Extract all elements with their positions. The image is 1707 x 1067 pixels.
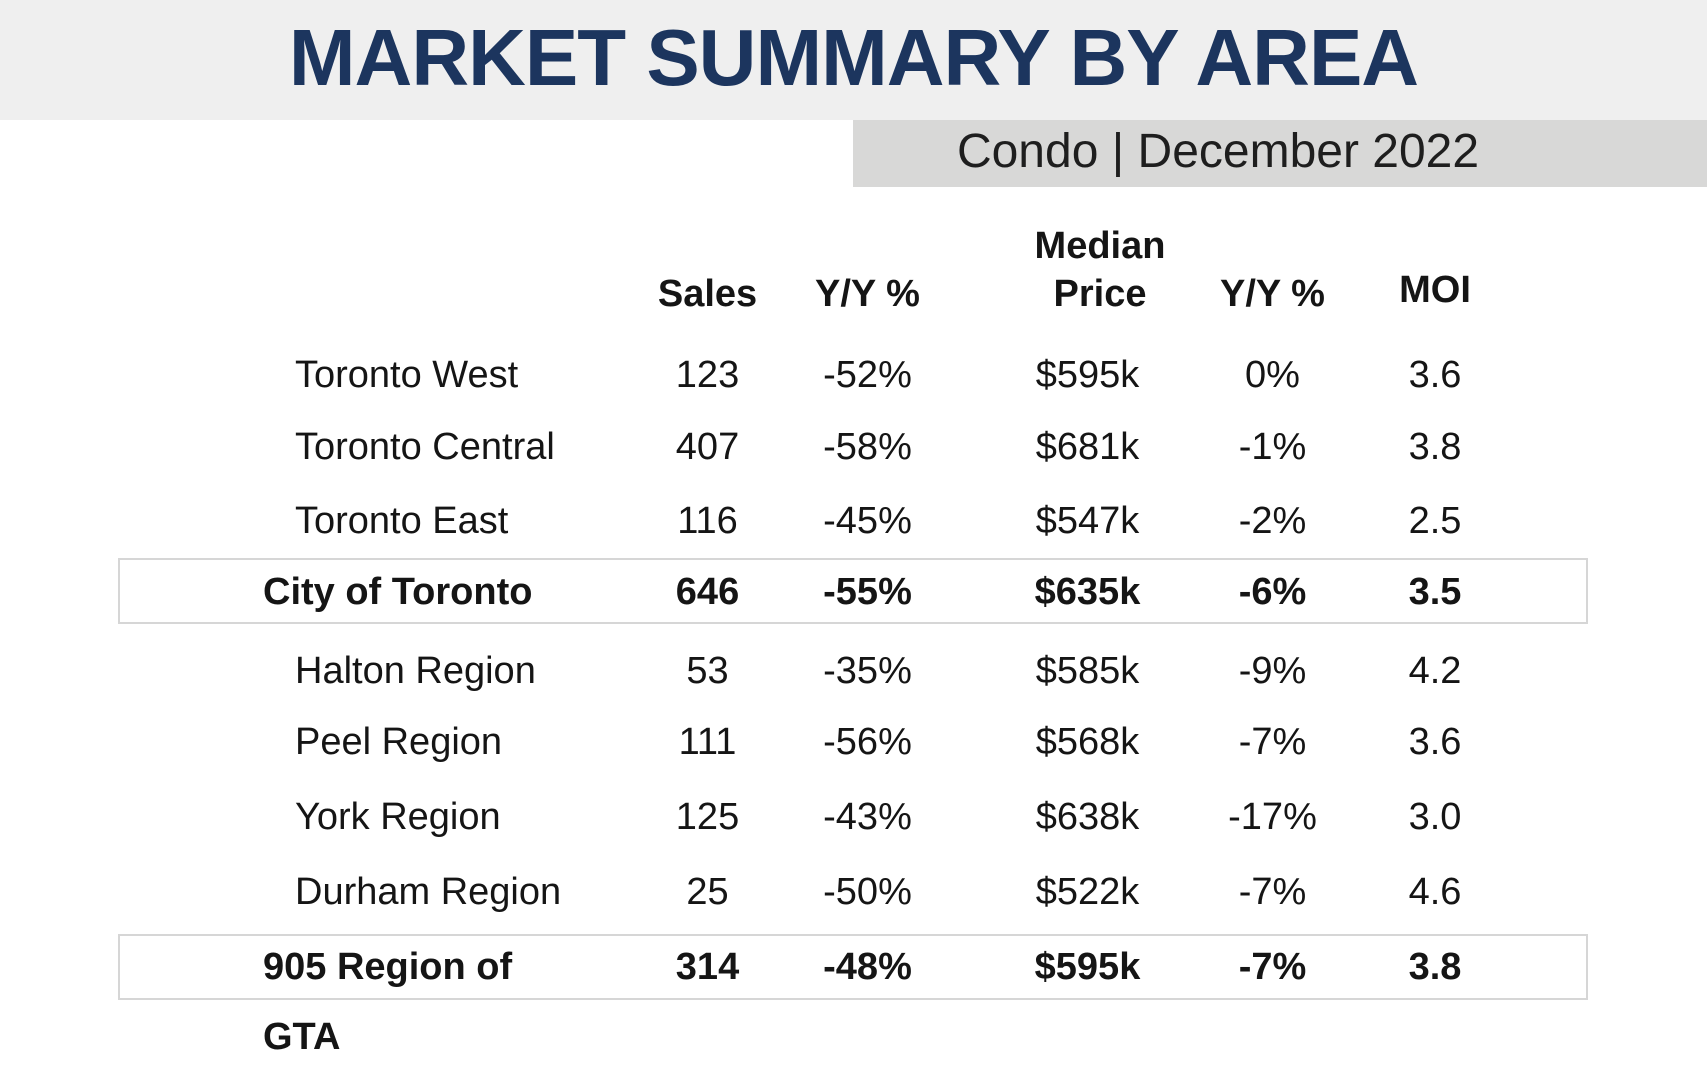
cell-moi: 3.6 <box>1408 354 1462 396</box>
cell-price-yy: -2% <box>1238 500 1307 542</box>
city-of-toronto-box <box>118 558 1588 624</box>
cell-sales: 111 <box>678 721 737 763</box>
table-row: 905 Region of GTA 314 -48% $595k -7% 3.8 <box>0 932 1707 1058</box>
cell-median: $568k <box>1035 721 1140 763</box>
cell-area: Toronto West <box>295 354 519 396</box>
cell-moi: 2.5 <box>1408 500 1462 542</box>
col-header-moi: MOI <box>1399 269 1471 311</box>
cell-sales-yy: -56% <box>823 721 912 763</box>
col-header-median-line1: Median <box>1034 225 1166 267</box>
cell-area: Toronto Central <box>295 426 555 468</box>
cell-sales-yy: -58% <box>823 426 912 468</box>
subtitle-band: Condo | December 2022 <box>853 120 1707 187</box>
cell-sales: 116 <box>677 500 738 542</box>
cell-price-yy: 0% <box>1245 354 1300 396</box>
cell-median: $635k <box>1034 571 1141 613</box>
table-row: York Region 125 -43% $638k -17% 3.0 <box>0 782 1707 852</box>
cell-price-yy: -6% <box>1238 571 1307 613</box>
col-header-price-yy: Y/Y % <box>1220 273 1325 315</box>
gta-905-box <box>118 934 1588 1000</box>
cell-price-yy: -7% <box>1238 946 1307 988</box>
cell-median: $595k <box>1034 946 1141 988</box>
cell-sales: 314 <box>675 946 740 988</box>
cell-sales-yy: -43% <box>823 796 912 838</box>
cell-moi: 3.0 <box>1408 796 1462 838</box>
cell-sales: 123 <box>675 354 740 396</box>
table-row: Halton Region 53 -35% $585k -9% 4.2 <box>0 636 1707 706</box>
cell-median: $547k <box>1035 500 1140 542</box>
cell-price-yy: -17% <box>1228 796 1317 838</box>
cell-area: 905 Region of GTA <box>263 946 513 1058</box>
table-row: Toronto Central 407 -58% $681k -1% 3.8 <box>0 412 1707 482</box>
cell-price-yy: -9% <box>1238 650 1307 692</box>
cell-sales: 53 <box>686 650 729 692</box>
cell-moi: 3.5 <box>1408 571 1462 613</box>
col-header-median-line2: Price <box>1053 273 1147 315</box>
cell-sales: 407 <box>675 426 740 468</box>
cell-median: $585k <box>1035 650 1140 692</box>
table-row: Peel Region 111 -56% $568k -7% 3.6 <box>0 707 1707 777</box>
cell-sales-yy: -45% <box>823 500 912 542</box>
cell-median: $595k <box>1035 354 1140 396</box>
col-header-median-price: Median Price <box>1005 222 1195 318</box>
cell-moi: 3.6 <box>1408 721 1462 763</box>
cell-sales-yy: -55% <box>823 571 912 613</box>
cell-area: Toronto East <box>295 500 509 542</box>
page-title: MARKET SUMMARY BY AREA <box>288 13 1419 102</box>
cell-price-yy: -1% <box>1238 426 1307 468</box>
table-row: Durham Region 25 -50% $522k -7% 4.6 <box>0 857 1707 927</box>
cell-moi: 4.2 <box>1408 650 1462 692</box>
title-band: MARKET SUMMARY BY AREA <box>0 0 1707 120</box>
table-row: Toronto West 123 -52% $595k 0% 3.6 <box>0 340 1707 410</box>
col-header-sales-yy: Y/Y % <box>815 273 920 315</box>
cell-area: Halton Region <box>295 650 536 692</box>
cell-area: Durham Region <box>295 871 562 913</box>
cell-moi: 3.8 <box>1408 946 1462 988</box>
cell-median: $522k <box>1035 871 1140 913</box>
cell-sales-yy: -50% <box>823 871 912 913</box>
cell-sales: 25 <box>686 871 729 913</box>
cell-price-yy: -7% <box>1238 871 1307 913</box>
cell-sales: 646 <box>675 571 740 613</box>
table-row: Toronto East 116 -45% $547k -2% 2.5 <box>0 486 1707 556</box>
cell-area: Peel Region <box>295 721 503 763</box>
cell-median: $638k <box>1035 796 1140 838</box>
cell-area: York Region <box>295 796 501 838</box>
cell-sales-yy: -52% <box>823 354 912 396</box>
cell-median: $681k <box>1035 426 1140 468</box>
cell-moi: 4.6 <box>1408 871 1462 913</box>
col-header-sales: Sales <box>657 273 758 315</box>
page-subtitle: Condo | December 2022 <box>956 125 1480 178</box>
table-row: City of Toronto 646 -55% $635k -6% 3.5 <box>0 557 1707 627</box>
cell-sales-yy: -35% <box>823 650 912 692</box>
cell-price-yy: -7% <box>1238 721 1307 763</box>
cell-area: City of Toronto <box>263 571 533 613</box>
cell-sales-yy: -48% <box>823 946 912 988</box>
cell-moi: 3.8 <box>1408 426 1462 468</box>
cell-sales: 125 <box>675 796 740 838</box>
